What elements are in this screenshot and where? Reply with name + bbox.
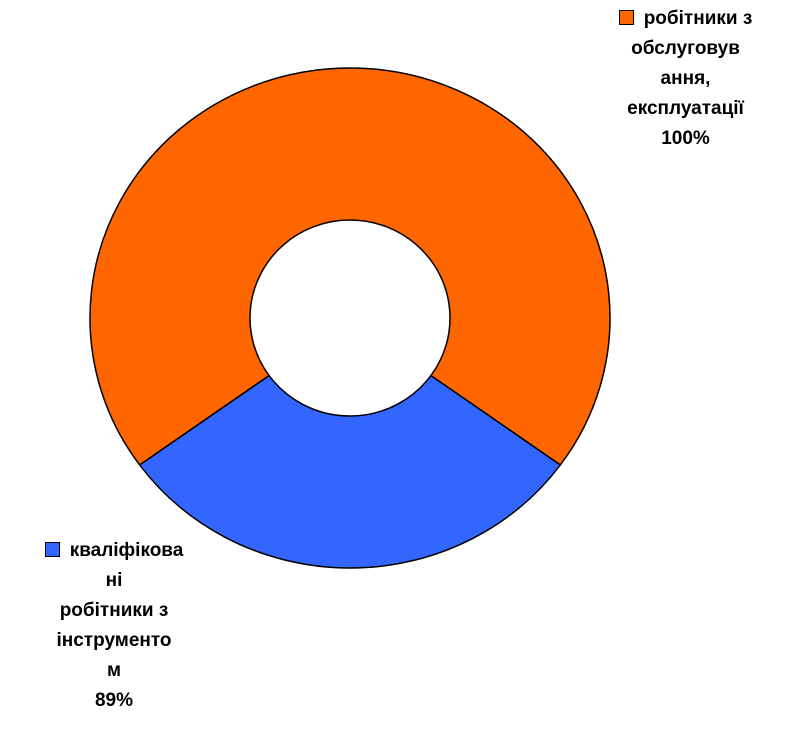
legend-label-line: кваліфікова: [69, 540, 184, 561]
legend-swatch-blue: [44, 542, 60, 557]
legend-swatch-orange: [618, 10, 634, 25]
pie-slice-qualified-workers: [138, 374, 562, 569]
legend-label-line: м: [106, 660, 122, 681]
legend-label-line: ні: [105, 570, 123, 591]
legend-label-line: робітники з: [59, 600, 169, 621]
legend-label-line: обслуговув: [631, 38, 740, 59]
pie-slice-maintenance-workers: [89, 67, 611, 466]
data-label-percent: 100%: [661, 128, 710, 149]
legend-label-line: робітники з: [643, 8, 753, 29]
legend-label-line: експлуатації: [627, 98, 744, 119]
data-label-percent: 89%: [94, 690, 134, 711]
legend-entry-maintenance-workers: робітники з обслуговув ання, експлуатаці…: [598, 4, 773, 154]
legend-label-line: ання,: [660, 68, 711, 89]
legend-label-line: інструменто: [56, 630, 172, 651]
legend-entry-qualified-workers: кваліфікова ні робітники з інструменто м…: [14, 536, 214, 716]
